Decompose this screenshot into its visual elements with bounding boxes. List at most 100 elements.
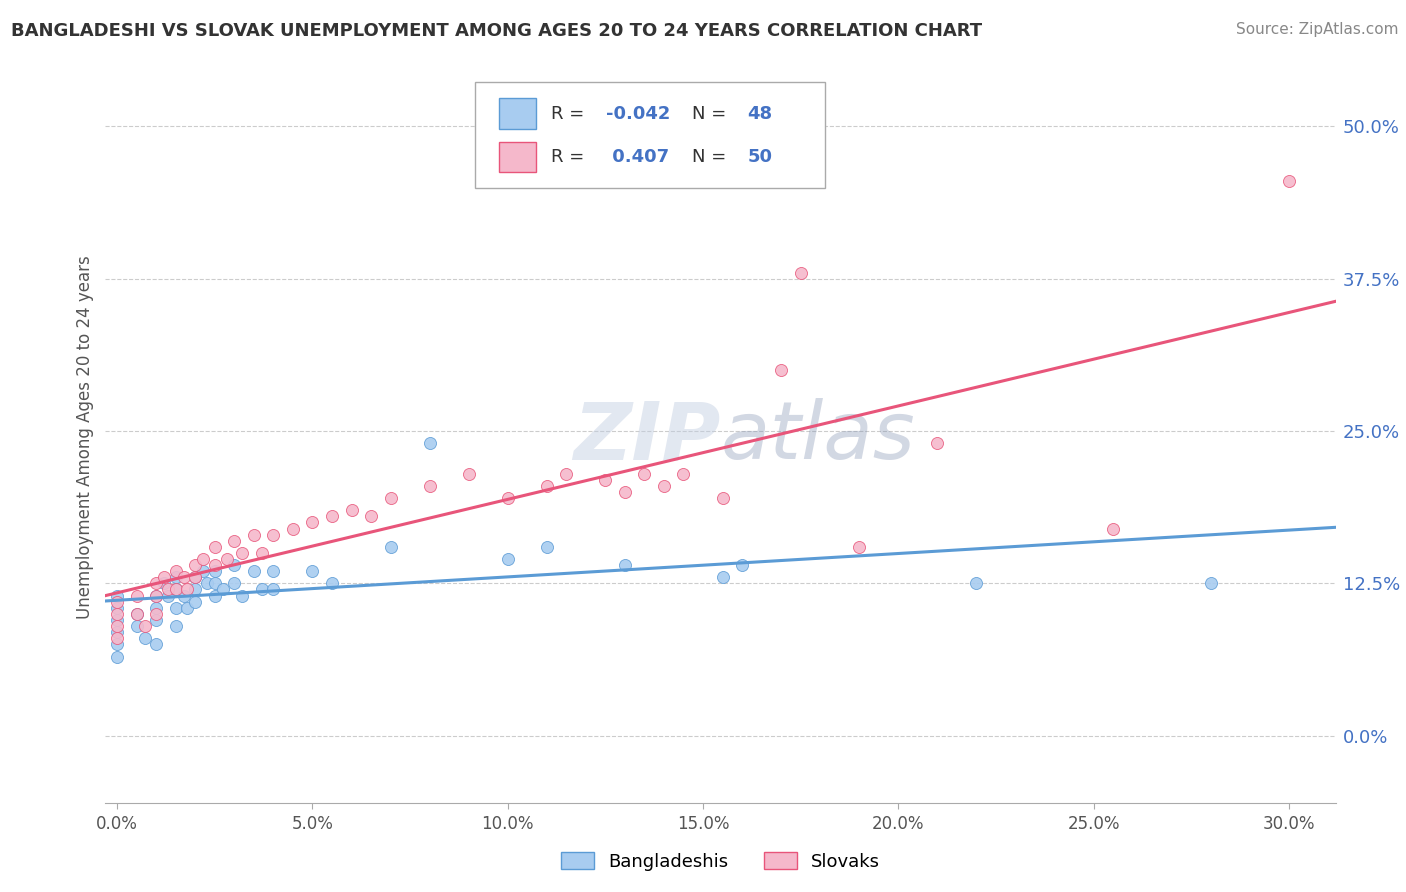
Point [165, 570, 187, 584]
Point [965, 576, 987, 591]
Text: 48: 48 [748, 104, 773, 122]
Point [184, 570, 207, 584]
Point [848, 540, 870, 554]
Point [105, 613, 128, 627]
Point [536, 540, 558, 554]
Point [1102, 521, 1125, 535]
Point [281, 521, 304, 535]
Point [243, 564, 266, 578]
Point [1278, 174, 1301, 188]
Point [789, 266, 811, 280]
Point [711, 491, 734, 505]
Point [211, 582, 233, 597]
Point [145, 576, 167, 591]
Point [165, 582, 187, 597]
Point [360, 509, 382, 524]
Text: Source: ZipAtlas.com: Source: ZipAtlas.com [1236, 22, 1399, 37]
Text: ZIP: ZIP [574, 398, 721, 476]
Point [380, 491, 402, 505]
Point [731, 558, 754, 573]
Point [633, 467, 655, 481]
Text: atlas: atlas [721, 398, 915, 476]
Point [195, 576, 218, 591]
Point [165, 600, 187, 615]
Point [153, 570, 176, 584]
Point [262, 582, 284, 597]
Point [204, 564, 226, 578]
Point [145, 589, 167, 603]
Text: 0.407: 0.407 [606, 148, 669, 166]
Point [105, 637, 128, 651]
Point [125, 619, 148, 633]
Point [125, 589, 148, 603]
Point [340, 503, 363, 517]
Point [231, 589, 253, 603]
Point [184, 558, 207, 573]
Point [145, 589, 167, 603]
Point [262, 527, 284, 541]
Point [105, 600, 128, 615]
Point [134, 619, 156, 633]
Point [173, 589, 195, 603]
Point [105, 589, 128, 603]
Point [595, 473, 617, 487]
Point [204, 589, 226, 603]
Point [301, 516, 323, 530]
Point [204, 558, 226, 573]
Point [156, 589, 179, 603]
Point [153, 576, 176, 591]
Point [321, 576, 343, 591]
Point [231, 546, 253, 560]
Point [555, 467, 578, 481]
Point [165, 619, 187, 633]
Point [105, 594, 128, 608]
Point [672, 467, 695, 481]
Point [224, 533, 246, 548]
Point [105, 607, 128, 621]
Point [191, 552, 214, 566]
Point [380, 540, 402, 554]
FancyBboxPatch shape [475, 82, 825, 188]
Point [204, 576, 226, 591]
Text: R =: R = [551, 104, 589, 122]
Point [711, 570, 734, 584]
Point [770, 363, 793, 377]
Point [419, 436, 441, 450]
Point [204, 540, 226, 554]
Point [105, 625, 128, 640]
Point [105, 632, 128, 646]
Point [301, 564, 323, 578]
Text: 50: 50 [748, 148, 773, 166]
Point [156, 582, 179, 597]
Text: R =: R = [551, 148, 589, 166]
Point [125, 607, 148, 621]
Point [224, 576, 246, 591]
Point [496, 491, 519, 505]
Point [173, 570, 195, 584]
Point [105, 649, 128, 664]
Point [613, 558, 636, 573]
Point [536, 479, 558, 493]
Point [262, 564, 284, 578]
Point [215, 552, 238, 566]
Point [224, 558, 246, 573]
Point [145, 600, 167, 615]
Text: N =: N = [692, 104, 733, 122]
Point [250, 546, 273, 560]
Point [457, 467, 479, 481]
Text: BANGLADESHI VS SLOVAK UNEMPLOYMENT AMONG AGES 20 TO 24 YEARS CORRELATION CHART: BANGLADESHI VS SLOVAK UNEMPLOYMENT AMONG… [11, 22, 983, 40]
Bar [499, 142, 536, 172]
Point [496, 552, 519, 566]
Point [184, 582, 207, 597]
Point [145, 607, 167, 621]
Legend: Bangladeshis, Slovaks: Bangladeshis, Slovaks [554, 845, 887, 878]
Point [191, 564, 214, 578]
Text: N =: N = [692, 148, 733, 166]
Text: -0.042: -0.042 [606, 104, 671, 122]
Point [134, 632, 156, 646]
Point [184, 570, 207, 584]
Point [243, 527, 266, 541]
Point [145, 637, 167, 651]
Point [419, 479, 441, 493]
Y-axis label: Unemployment Among Ages 20 to 24 years: Unemployment Among Ages 20 to 24 years [76, 255, 94, 619]
